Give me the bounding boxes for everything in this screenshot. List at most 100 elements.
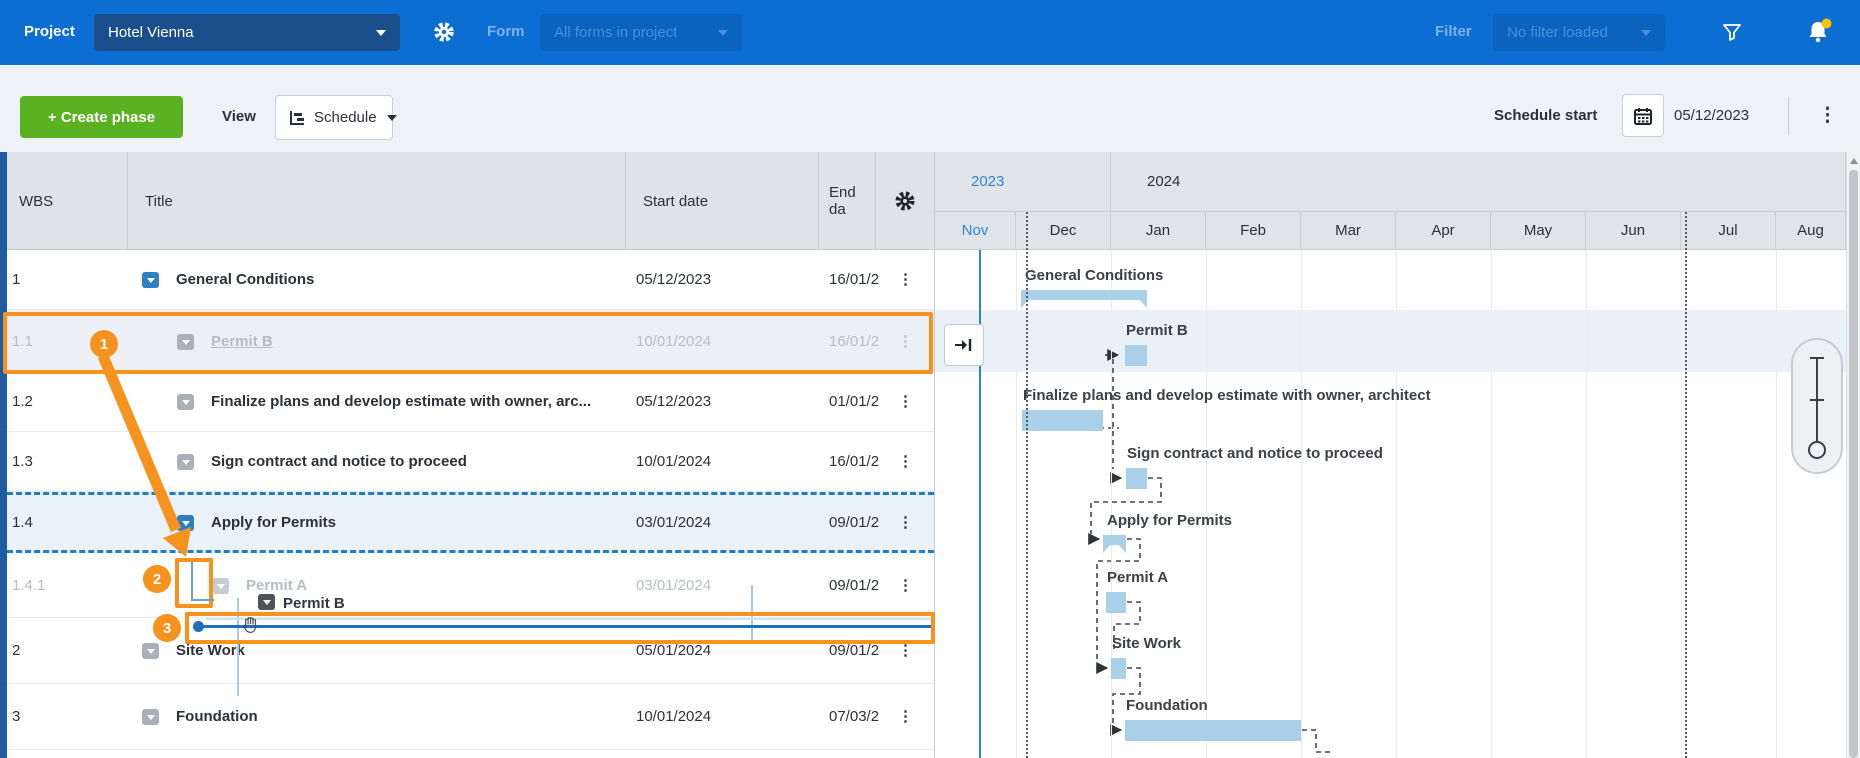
start-date-cell: 10/01/2024 xyxy=(636,708,712,725)
column-header-end-date[interactable]: End da xyxy=(819,152,876,250)
title-cell: Apply for Permits xyxy=(211,514,337,531)
notifications-bell-icon[interactable] xyxy=(1804,18,1834,48)
gantt-month-Feb: Feb xyxy=(1206,212,1301,249)
table-row-1-1[interactable]: 1.1 Permit B 10/01/2024 16/01/2 ⋮ xyxy=(7,310,934,372)
row-kebab-menu[interactable]: ⋮ xyxy=(898,333,913,350)
gantt-gridline xyxy=(1396,250,1397,758)
gantt-month-Dec: Dec xyxy=(1016,212,1111,249)
wbs-cell: 1.1 xyxy=(12,333,33,350)
column-header-title[interactable]: Title xyxy=(128,152,626,250)
schedule-start-line xyxy=(1026,212,1028,758)
selected-row-band xyxy=(935,310,1846,372)
column-header-start-date[interactable]: Start date xyxy=(626,152,819,250)
start-date-cell: 05/12/2023 xyxy=(636,393,712,410)
chevron-down-icon xyxy=(718,29,728,36)
gantt-month-Apr: Apr xyxy=(1396,212,1491,249)
table-row-1-4-drop-target[interactable]: 1.4 Apply for Permits 03/01/2024 09/01/2… xyxy=(7,492,934,553)
toolbar-kebab-menu[interactable]: ⋮ xyxy=(1818,105,1837,126)
collapse-caret-icon[interactable] xyxy=(212,578,229,594)
gantt-bar[interactable] xyxy=(1126,468,1147,489)
collapse-caret-icon[interactable] xyxy=(142,709,159,725)
row-kebab-menu[interactable]: ⋮ xyxy=(898,577,913,594)
wbs-cell: 1.4 xyxy=(12,514,33,531)
gantt-month-Jun: Jun xyxy=(1586,212,1681,249)
project-select[interactable]: Hotel Vienna xyxy=(94,14,400,51)
table-row-2[interactable]: 2 Site Work 05/01/2024 09/01/2 ⋮ xyxy=(7,618,934,684)
start-date-cell: 03/01/2024 xyxy=(636,577,712,594)
filter-label: Filter xyxy=(1435,23,1472,40)
end-date-cell: 16/01/2 xyxy=(829,453,880,470)
title-cell: Permit B xyxy=(211,333,273,350)
row-kebab-menu[interactable]: ⋮ xyxy=(898,453,913,470)
end-date-cell: 09/01/2 xyxy=(829,642,880,659)
schedule-start-date[interactable]: 05/12/2023 xyxy=(1674,107,1750,124)
table-row-3[interactable]: 3 Foundation 10/01/2024 07/03/2 ⋮ xyxy=(7,684,934,750)
gantt-bar-label: Apply for Permits xyxy=(1107,512,1233,529)
start-date-cell: 10/01/2024 xyxy=(636,333,712,350)
gantt-gridline xyxy=(1681,250,1682,758)
collapse-caret-icon[interactable] xyxy=(177,454,194,470)
column-header-wbs[interactable]: WBS xyxy=(7,152,128,250)
view-select[interactable]: Schedule xyxy=(275,95,397,140)
scrollbar-thumb[interactable] xyxy=(1849,170,1858,758)
vertical-scrollbar[interactable] xyxy=(1846,152,1860,758)
filter-funnel-icon[interactable] xyxy=(1721,21,1743,43)
table-row-1-3[interactable]: 1.3 Sign contract and notice to proceed … xyxy=(7,432,934,492)
collapse-caret-icon[interactable] xyxy=(177,334,194,350)
row-kebab-menu[interactable]: ⋮ xyxy=(898,708,913,725)
schedule-start-label: Schedule start xyxy=(1494,107,1598,124)
gantt-year-row: 2023 2024 xyxy=(935,152,1846,212)
row-kebab-menu[interactable]: ⋮ xyxy=(898,393,913,410)
gantt-gridline xyxy=(1206,250,1207,758)
start-date-cell: 05/01/2024 xyxy=(636,642,712,659)
wbs-cell: 1.3 xyxy=(12,453,33,470)
filter-select[interactable]: No filter loaded xyxy=(1493,14,1665,51)
collapse-caret-icon[interactable] xyxy=(177,394,194,410)
title-cell: Permit A xyxy=(246,577,308,594)
project-select-value: Hotel Vienna xyxy=(108,24,194,41)
end-date-cell: 16/01/2 xyxy=(829,271,880,288)
gantt-month-Aug: Aug xyxy=(1776,212,1846,249)
gantt-bar-label: General Conditions xyxy=(1025,267,1164,284)
collapse-caret-icon[interactable] xyxy=(142,643,159,659)
gantt-year-2024: 2024 xyxy=(1111,152,1846,211)
scroll-to-task-button[interactable] xyxy=(944,324,984,366)
gantt-zoom-slider[interactable] xyxy=(1791,338,1843,474)
gantt-bar-label: Finalize plans and develop estimate with… xyxy=(1023,387,1431,404)
table-chart-divider[interactable] xyxy=(934,152,935,758)
row-kebab-menu[interactable]: ⋮ xyxy=(898,642,913,659)
gantt-bar[interactable] xyxy=(1022,410,1103,431)
form-select-value: All forms in project xyxy=(554,24,678,41)
column-settings-gear-icon[interactable] xyxy=(893,189,917,213)
annotation-step-2: 2 xyxy=(143,565,171,593)
left-accent-bar xyxy=(0,152,7,758)
collapse-caret-icon[interactable] xyxy=(177,515,194,531)
today-line xyxy=(979,250,981,758)
gantt-bar[interactable] xyxy=(1021,290,1147,308)
scrollbar-up-arrow-icon[interactable] xyxy=(1850,158,1858,164)
gantt-bar[interactable] xyxy=(1125,345,1147,366)
drop-indicator-dot xyxy=(193,621,204,632)
row-kebab-menu[interactable]: ⋮ xyxy=(898,514,913,531)
gantt-bar[interactable] xyxy=(1125,720,1301,741)
gantt-bar[interactable] xyxy=(1106,592,1126,613)
table-row-1[interactable]: 1 General Conditions 05/12/2023 16/01/2 … xyxy=(7,250,934,310)
gantt-bar[interactable] xyxy=(1103,535,1126,553)
wbs-cell: 1 xyxy=(12,271,21,288)
dependency-lines xyxy=(1088,349,1330,753)
form-select[interactable]: All forms in project xyxy=(540,14,742,51)
toolbar-divider xyxy=(1788,97,1789,135)
create-phase-button[interactable]: + Create phase xyxy=(20,96,183,138)
drag-ghost-title: Permit B xyxy=(283,595,345,612)
title-cell: Finalize plans and develop estimate with… xyxy=(211,393,592,410)
gantt-bar[interactable] xyxy=(1111,658,1126,679)
collapse-caret-icon[interactable] xyxy=(142,272,159,288)
schedule-start-calendar-button[interactable] xyxy=(1622,94,1664,137)
row-kebab-menu[interactable]: ⋮ xyxy=(898,271,913,288)
project-settings-gear-icon[interactable] xyxy=(432,20,456,44)
start-date-cell: 05/12/2023 xyxy=(636,271,712,288)
indent-guide-line xyxy=(191,562,193,600)
table-row-1-2[interactable]: 1.2 Finalize plans and develop estimate … xyxy=(7,372,934,432)
gantt-bar-label: Sign contract and notice to proceed xyxy=(1127,445,1383,462)
gantt-gridline xyxy=(1776,250,1777,758)
